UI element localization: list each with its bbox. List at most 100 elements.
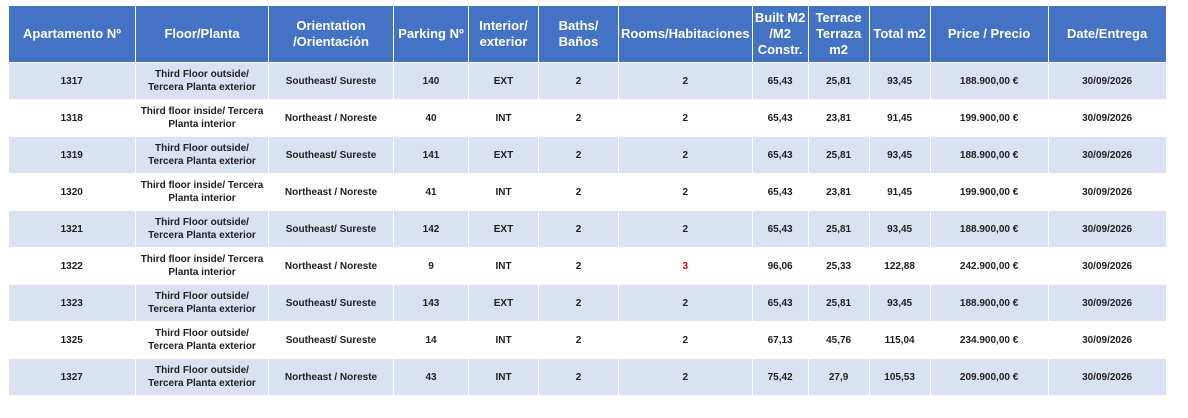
cell-rooms: 3 (618, 247, 753, 285)
apartments-table: Apartamento Nº Floor/Planta Orientation … (8, 5, 1167, 396)
cell-price: 199.900,00 € (930, 173, 1049, 211)
cell-total-m2: 122,88 (869, 247, 931, 285)
table-row: 1327 Third Floor outside/ Tercera Planta … (8, 358, 1167, 396)
table-row: 1319 Third Floor outside/ Tercera Planta … (8, 136, 1167, 174)
cell-parking: 140 (393, 62, 469, 100)
cell-rooms: 2 (618, 321, 753, 359)
cell-floor: Third Floor outside/ Tercera Planta exte… (135, 321, 269, 359)
cell-parking: 40 (393, 99, 469, 137)
cell-date: 30/09/2026 (1048, 321, 1167, 359)
cell-baths: 2 (538, 284, 619, 322)
cell-price: 188.900,00 € (930, 136, 1049, 174)
cell-interior-exterior: INT (468, 358, 539, 396)
cell-apartment: 1318 (8, 99, 136, 137)
cell-orientation: Southeast/ Sureste (268, 62, 394, 100)
cell-terrace: 25,81 (808, 62, 870, 100)
cell-price: 234.900,00 € (930, 321, 1049, 359)
cell-baths: 2 (538, 358, 619, 396)
table-row: 1318 Third floor inside/ Tercera Planta i… (8, 99, 1167, 137)
cell-orientation: Southeast/ Sureste (268, 136, 394, 174)
header-orientation: Orientation /Orientación (268, 5, 394, 63)
header-price: Price / Precio (929, 5, 1049, 63)
cell-interior-exterior: INT (468, 247, 539, 285)
cell-orientation: Southeast/ Sureste (268, 321, 394, 359)
cell-date: 30/09/2026 (1048, 284, 1167, 322)
header-interior-exterior: Interior/ exterior (468, 5, 539, 63)
cell-orientation: Northeast / Noreste (268, 99, 394, 137)
cell-built-m2: 65,43 (752, 173, 809, 211)
cell-terrace: 25,81 (808, 284, 870, 322)
cell-terrace: 27,9 (808, 358, 870, 396)
cell-parking: 43 (393, 358, 469, 396)
cell-floor: Third floor inside/ Tercera Planta inter… (135, 173, 269, 211)
cell-price: 188.900,00 € (930, 210, 1049, 248)
header-rooms: Rooms/Habitaciones (618, 5, 753, 63)
cell-rooms: 2 (618, 284, 753, 322)
cell-price: 188.900,00 € (930, 62, 1049, 100)
cell-interior-exterior: EXT (468, 62, 539, 100)
header-terrace: Terrace Terraza m2 (807, 5, 870, 63)
cell-terrace: 25,81 (808, 136, 870, 174)
header-total-m2: Total m2 (868, 5, 931, 63)
cell-built-m2: 67,13 (752, 321, 809, 359)
cell-total-m2: 93,45 (869, 62, 931, 100)
cell-total-m2: 91,45 (869, 99, 931, 137)
cell-price: 242.900,00 € (930, 247, 1049, 285)
cell-parking: 142 (393, 210, 469, 248)
header-built-m2: Built M2 /M2 Constr. (751, 5, 809, 63)
header-apartment: Apartamento Nº (8, 5, 136, 63)
cell-rooms: 2 (618, 99, 753, 137)
table-body: 1317 Third Floor outside/ Tercera Planta … (8, 62, 1167, 396)
cell-baths: 2 (538, 99, 619, 137)
cell-interior-exterior: INT (468, 321, 539, 359)
cell-apartment: 1325 (8, 321, 136, 359)
cell-total-m2: 105,53 (869, 358, 931, 396)
cell-rooms: 2 (618, 173, 753, 211)
cell-price: 209.900,00 € (930, 358, 1049, 396)
cell-rooms: 2 (618, 62, 753, 100)
cell-baths: 2 (538, 136, 619, 174)
cell-date: 30/09/2026 (1048, 358, 1167, 396)
cell-orientation: Southeast/ Sureste (268, 284, 394, 322)
cell-orientation: Northeast / Noreste (268, 173, 394, 211)
cell-interior-exterior: INT (468, 173, 539, 211)
cell-orientation: Southeast/ Sureste (268, 210, 394, 248)
cell-apartment: 1327 (8, 358, 136, 396)
cell-total-m2: 93,45 (869, 136, 931, 174)
cell-terrace: 25,81 (808, 210, 870, 248)
header-floor: Floor/Planta (135, 5, 269, 63)
cell-terrace: 23,81 (808, 99, 870, 137)
cell-apartment: 1322 (8, 247, 136, 285)
cell-rooms: 2 (618, 358, 753, 396)
cell-date: 30/09/2026 (1048, 136, 1167, 174)
cell-built-m2: 75,42 (752, 358, 809, 396)
cell-floor: Third Floor outside/ Tercera Planta exte… (135, 358, 269, 396)
cell-baths: 2 (538, 173, 619, 211)
cell-date: 30/09/2026 (1048, 62, 1167, 100)
cell-parking: 9 (393, 247, 469, 285)
cell-total-m2: 93,45 (869, 284, 931, 322)
cell-price: 199.900,00 € (930, 99, 1049, 137)
cell-total-m2: 91,45 (869, 173, 931, 211)
cell-built-m2: 65,43 (752, 136, 809, 174)
table-row: 1317 Third Floor outside/ Tercera Planta … (8, 62, 1167, 100)
cell-date: 30/09/2026 (1048, 173, 1167, 211)
cell-interior-exterior: INT (468, 99, 539, 137)
cell-floor: Third Floor outside/ Tercera Planta exte… (135, 62, 269, 100)
cell-parking: 14 (393, 321, 469, 359)
cell-apartment: 1323 (8, 284, 136, 322)
cell-floor: Third floor inside/ Tercera Planta inter… (135, 99, 269, 137)
cell-built-m2: 65,43 (752, 284, 809, 322)
cell-baths: 2 (538, 321, 619, 359)
cell-floor: Third Floor outside/ Tercera Planta exte… (135, 136, 269, 174)
cell-date: 30/09/2026 (1048, 99, 1167, 137)
cell-interior-exterior: EXT (468, 136, 539, 174)
cell-parking: 141 (393, 136, 469, 174)
table-row: 1323 Third Floor outside/ Tercera Planta … (8, 284, 1167, 322)
cell-baths: 2 (538, 210, 619, 248)
cell-orientation: Northeast / Noreste (268, 247, 394, 285)
cell-built-m2: 65,43 (752, 62, 809, 100)
cell-floor: Third Floor outside/ Tercera Planta exte… (135, 210, 269, 248)
cell-terrace: 25,33 (808, 247, 870, 285)
cell-price: 188.900,00 € (930, 284, 1049, 322)
